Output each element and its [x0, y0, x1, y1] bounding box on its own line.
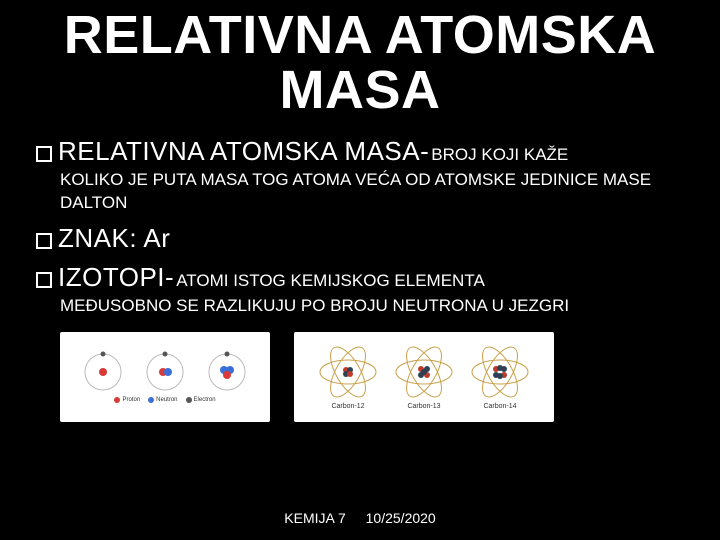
slide: RELATIVNA ATOMSKA MASA RELATIVNA ATOMSKA…	[0, 0, 720, 422]
bullet-trail: BROJ KOJI KAŽE	[431, 145, 568, 165]
legend-neutron: Neutron	[156, 397, 177, 403]
bullet-dash: -	[420, 136, 429, 167]
atom-carbon14: Carbon-14	[468, 343, 532, 410]
slide-footer: KEMIJA 7 10/25/2020	[0, 510, 720, 526]
atom-carbon12: Carbon-12	[316, 343, 380, 410]
bullet-square-icon	[36, 146, 52, 162]
bullet-line: RELATIVNA ATOMSKA MASA - BROJ KOJI KAŽE	[36, 136, 684, 167]
bullet-line: IZOTOPI - ATOMI ISTOG KEMIJSKOG ELEMENTA	[36, 262, 684, 293]
bullet-square-icon	[36, 233, 52, 249]
footer-subject: KEMIJA 7	[284, 510, 345, 526]
carbon12-label: Carbon-12	[331, 403, 364, 410]
bullet-continuation: KOLIKO JE PUTA MASA TOG ATOMA VEĆA OD AT…	[60, 169, 684, 215]
bullet-relative-mass: RELATIVNA ATOMSKA MASA - BROJ KOJI KAŽE …	[36, 136, 684, 215]
bullet-dash: -	[165, 262, 174, 293]
bullet-znak: ZNAK : Ar	[36, 223, 684, 254]
image-carbon-isotopes: Carbon-12 Carbon-13	[294, 332, 554, 422]
bullet-lead: RELATIVNA ATOMSKA MASA	[58, 136, 420, 167]
bullet-trail: : Ar	[129, 223, 170, 254]
legend-proton: Proton	[122, 397, 140, 403]
slide-title: RELATIVNA ATOMSKA MASA	[36, 8, 684, 118]
legend: Proton Neutron Electron	[114, 397, 215, 403]
carbon14-label: Carbon-14	[483, 403, 516, 410]
atom-deuterium	[143, 350, 187, 394]
image-isotopes-simple: Proton Neutron Electron	[60, 332, 270, 422]
bullet-line: ZNAK : Ar	[36, 223, 684, 254]
bullet-izotopi: IZOTOPI - ATOMI ISTOG KEMIJSKOG ELEMENTA…	[36, 262, 684, 318]
images-row: Proton Neutron Electron Carbon-12	[60, 332, 684, 422]
bullet-lead: ZNAK	[58, 223, 129, 254]
footer-date: 10/25/2020	[366, 510, 436, 526]
bullet-trail: ATOMI ISTOG KEMIJSKOG ELEMENTA	[176, 271, 485, 291]
atom-carbon13: Carbon-13	[392, 343, 456, 410]
atom-protium	[81, 350, 125, 394]
bullet-square-icon	[36, 272, 52, 288]
legend-electron: Electron	[194, 397, 216, 403]
bullet-lead: IZOTOPI	[58, 262, 165, 293]
bullet-continuation: MEĐUSOBNO SE RAZLIKUJU PO BROJU NEUTRONA…	[60, 295, 684, 318]
carbon13-label: Carbon-13	[407, 403, 440, 410]
atom-tritium	[205, 350, 249, 394]
